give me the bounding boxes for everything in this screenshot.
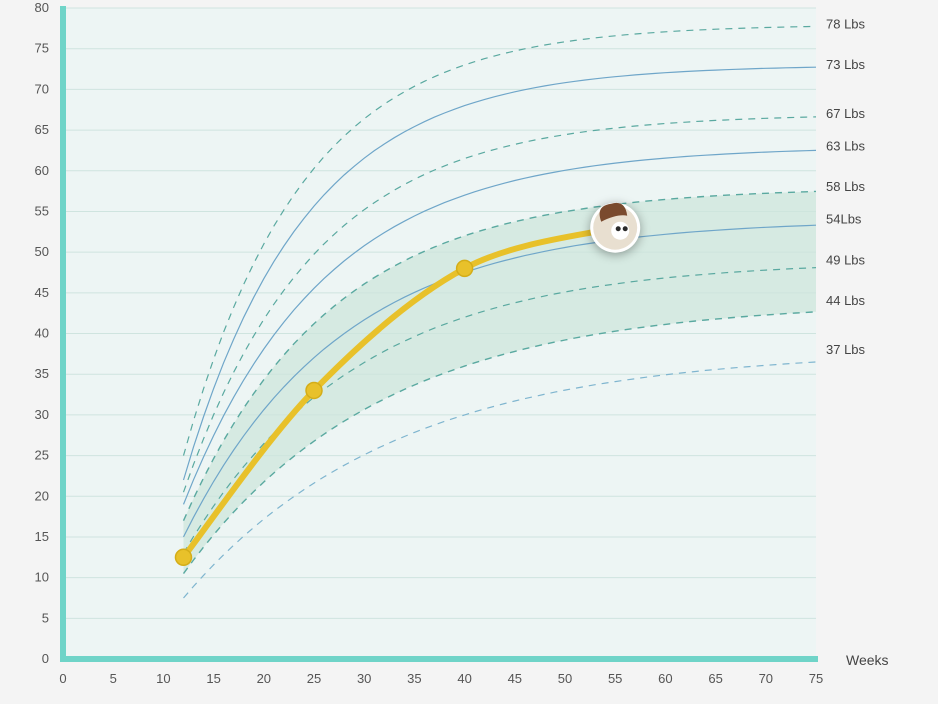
curve-end-label-2: 67 Lbs — [826, 106, 866, 121]
curve-end-label-8: 37 Lbs — [826, 342, 866, 357]
svg-text:75: 75 — [35, 41, 49, 56]
svg-text:55: 55 — [608, 671, 622, 686]
svg-text:80: 80 — [35, 0, 49, 15]
svg-text:25: 25 — [307, 671, 321, 686]
svg-text:20: 20 — [35, 488, 49, 503]
y-tick-65: 65 — [35, 122, 49, 137]
y-tick-25: 25 — [35, 448, 49, 463]
curve-end-label-0: 78 Lbs — [826, 16, 866, 31]
y-tick-30: 30 — [35, 407, 49, 422]
highlight-marker-2 — [457, 260, 473, 276]
svg-text:0: 0 — [59, 671, 66, 686]
curve-end-label-3: 63 Lbs — [826, 138, 866, 153]
y-tick-70: 70 — [35, 81, 49, 96]
svg-text:65: 65 — [35, 122, 49, 137]
y-tick-75: 75 — [35, 41, 49, 56]
svg-text:40: 40 — [35, 326, 49, 341]
svg-text:15: 15 — [206, 671, 220, 686]
x-tick-70: 70 — [759, 671, 773, 686]
y-tick-15: 15 — [35, 529, 49, 544]
dog-avatar — [590, 203, 640, 253]
svg-text:10: 10 — [156, 671, 170, 686]
svg-text:5: 5 — [110, 671, 117, 686]
curve-end-label-5: 54Lbs — [826, 212, 862, 227]
y-tick-45: 45 — [35, 285, 49, 300]
svg-text:45: 45 — [35, 285, 49, 300]
svg-text:40: 40 — [457, 671, 471, 686]
svg-text:70: 70 — [759, 671, 773, 686]
curve-end-label-4: 58 Lbs — [826, 179, 866, 194]
y-tick-55: 55 — [35, 203, 49, 218]
svg-text:50: 50 — [35, 244, 49, 259]
svg-text:10: 10 — [35, 570, 49, 585]
y-tick-80: 80 — [35, 0, 49, 15]
x-axis-label: Weeks — [846, 652, 889, 668]
svg-text:0: 0 — [42, 651, 49, 666]
svg-text:60: 60 — [658, 671, 672, 686]
y-tick-35: 35 — [35, 366, 49, 381]
curve-end-label-1: 73 Lbs — [826, 57, 866, 72]
growth-chart: 78 Lbs 73 Lbs 67 Lbs 63 Lbs 58 Lbs 54Lbs 49 Lb… — [0, 0, 938, 704]
svg-text:35: 35 — [407, 671, 421, 686]
svg-text:50: 50 — [558, 671, 572, 686]
svg-text:60: 60 — [35, 163, 49, 178]
y-tick-10: 10 — [35, 570, 49, 585]
curve-end-label-7: 44 Lbs — [826, 293, 866, 308]
svg-text:70: 70 — [35, 81, 49, 96]
svg-text:15: 15 — [35, 529, 49, 544]
svg-text:35: 35 — [35, 366, 49, 381]
chart-svg: 78 Lbs 73 Lbs 67 Lbs 63 Lbs 58 Lbs 54Lbs 49 Lb… — [0, 0, 938, 704]
x-tick-20: 20 — [257, 671, 271, 686]
x-tick-60: 60 — [658, 671, 672, 686]
x-tick-75: 75 — [809, 671, 823, 686]
x-tick-35: 35 — [407, 671, 421, 686]
highlight-marker-1 — [306, 382, 322, 398]
svg-text:25: 25 — [35, 448, 49, 463]
highlight-marker-0 — [175, 549, 191, 565]
x-tick-30: 30 — [357, 671, 371, 686]
y-tick-0: 0 — [42, 651, 49, 666]
svg-text:75: 75 — [809, 671, 823, 686]
y-tick-40: 40 — [35, 326, 49, 341]
curve-end-label-6: 49 Lbs — [826, 252, 866, 267]
x-tick-45: 45 — [508, 671, 522, 686]
svg-text:45: 45 — [508, 671, 522, 686]
svg-text:20: 20 — [257, 671, 271, 686]
svg-text:65: 65 — [708, 671, 722, 686]
y-tick-50: 50 — [35, 244, 49, 259]
x-tick-25: 25 — [307, 671, 321, 686]
x-tick-40: 40 — [457, 671, 471, 686]
x-tick-0: 0 — [59, 671, 66, 686]
y-tick-60: 60 — [35, 163, 49, 178]
x-tick-15: 15 — [206, 671, 220, 686]
svg-text:5: 5 — [42, 610, 49, 625]
svg-text:55: 55 — [35, 203, 49, 218]
y-tick-20: 20 — [35, 488, 49, 503]
x-tick-5: 5 — [110, 671, 117, 686]
x-tick-65: 65 — [708, 671, 722, 686]
y-tick-5: 5 — [42, 610, 49, 625]
svg-text:30: 30 — [35, 407, 49, 422]
x-tick-10: 10 — [156, 671, 170, 686]
x-tick-55: 55 — [608, 671, 622, 686]
x-tick-50: 50 — [558, 671, 572, 686]
svg-text:30: 30 — [357, 671, 371, 686]
